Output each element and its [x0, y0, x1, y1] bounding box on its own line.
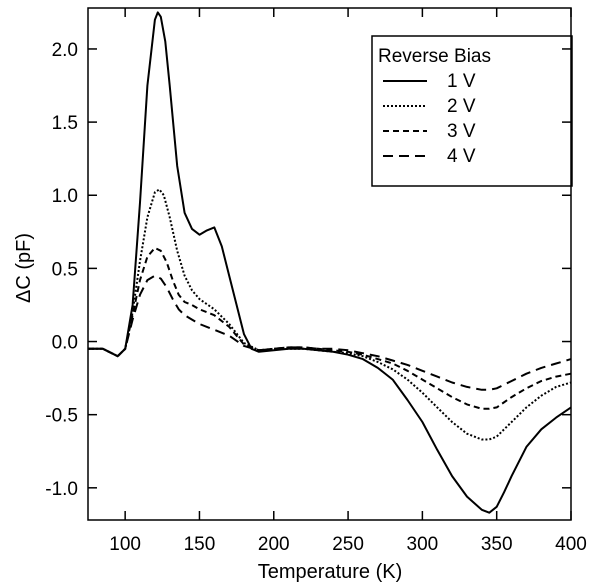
x-tick-label: 100 [109, 534, 141, 555]
y-tick-label: 2.0 [52, 40, 78, 61]
series-line-2 [88, 188, 572, 441]
y-tick-label: -1.0 [45, 479, 78, 500]
x-tick-label: 200 [258, 534, 290, 555]
series-line-1 [88, 11, 572, 514]
plot-frame [87, 7, 572, 521]
x-axis-label: Temperature (K) [258, 561, 403, 583]
x-tick-label: 350 [481, 534, 513, 555]
y-tick-label: 0.0 [52, 333, 78, 354]
y-tick-label: 1.0 [52, 186, 78, 207]
legend-title: Reverse Bias [378, 46, 491, 67]
x-tick-label: 250 [332, 534, 364, 555]
series-line-4 [88, 274, 572, 391]
y-axis-label: ΔC (pF) [13, 233, 35, 303]
legend-label-1: 1 V [447, 71, 476, 92]
y-tick-label: -0.5 [45, 406, 78, 427]
legend-box [371, 35, 573, 187]
y-tick-label: 1.5 [52, 113, 78, 134]
legend: Reverse Bias 1 V 2 V 3 V 4 V [371, 35, 573, 187]
axes-frame: 100 150 200 250 300 350 400 -1.0 -0.5 0.0 0.5 1.0 1.… [45, 7, 587, 555]
x-tick-label: 400 [555, 534, 587, 555]
plot-area [88, 11, 572, 514]
legend-label-3: 3 V [447, 121, 476, 142]
series-line-3 [88, 246, 572, 410]
legend-label-4: 4 V [447, 146, 476, 167]
x-tick-label: 150 [184, 534, 216, 555]
y-tick-label: 0.5 [52, 259, 78, 280]
x-tick-label: 300 [407, 534, 439, 555]
legend-label-2: 2 V [447, 96, 476, 117]
